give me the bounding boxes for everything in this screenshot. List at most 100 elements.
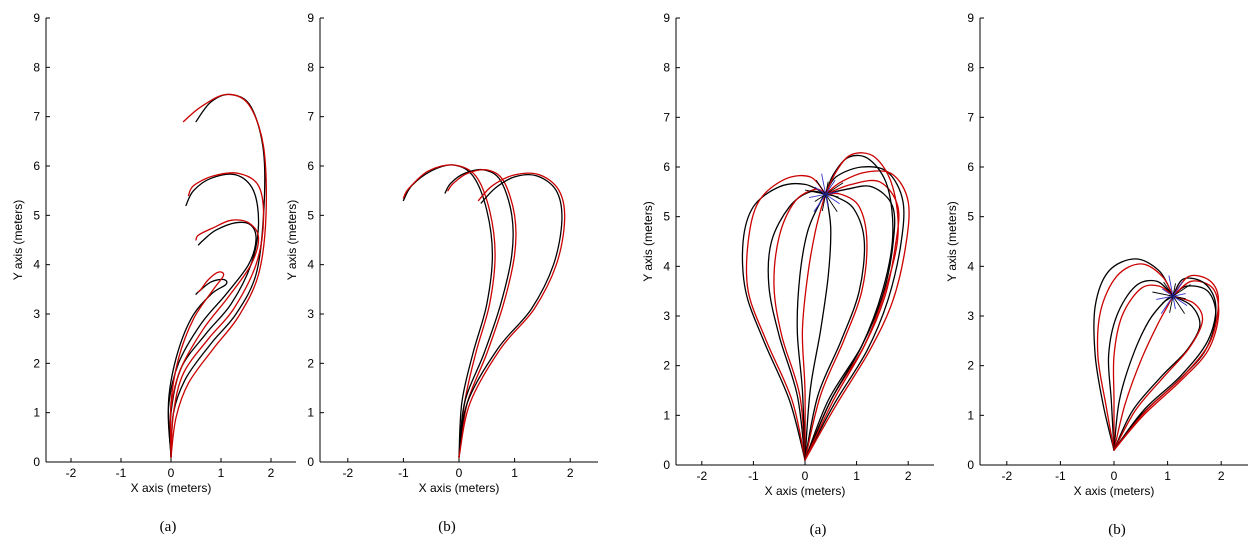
goal-spoke xyxy=(821,173,827,195)
y-tick-label: 7 xyxy=(307,110,314,124)
red-trajectory-12 xyxy=(1113,274,1220,451)
red-trajectory-2 xyxy=(170,93,268,458)
chart-panel-2: 0 1 2 3 4 5 6 7 8 9 -2 -1 0 1 2 X axis (meters) Y axis (… xyxy=(285,11,598,535)
x-tick-label: -1 xyxy=(398,466,409,480)
goal-spoke xyxy=(825,181,829,195)
goal-spoke xyxy=(1161,295,1174,304)
black-trajectory-1 xyxy=(1093,258,1174,451)
x-tick-label: -2 xyxy=(342,466,353,480)
y-tick-label: 0 xyxy=(663,458,670,472)
y-axis-title: Y axis (meters) xyxy=(285,200,299,280)
x-tick-label: 2 xyxy=(1218,469,1225,483)
goal-spoke xyxy=(825,193,839,198)
y-tick-label: 4 xyxy=(33,258,40,272)
y-tick-label: 5 xyxy=(307,208,314,222)
y-axis-title: Y axis (meters) xyxy=(11,200,25,280)
panel-caption: (a) xyxy=(160,519,177,535)
x-tick-label: 2 xyxy=(567,466,574,480)
y-tick-label: 6 xyxy=(307,159,314,173)
y-tick-label: 8 xyxy=(33,60,40,74)
black-trajectory-5 xyxy=(167,221,257,456)
black-trajectory-1 xyxy=(402,164,494,458)
y-tick-label: 3 xyxy=(307,307,314,321)
black-trajectory-1 xyxy=(741,182,827,461)
y-tick-label: 2 xyxy=(307,356,314,370)
y-tick-label: 0 xyxy=(307,455,314,469)
y-tick-label: 3 xyxy=(663,309,670,323)
red-trajectory-6 xyxy=(801,193,827,461)
black-trajectory-3 xyxy=(169,173,260,458)
x-tick-label: 2 xyxy=(905,469,912,483)
x-tick-label: -1 xyxy=(116,466,127,480)
goal-spoke xyxy=(1172,295,1188,306)
x-axis-title: X axis (meters) xyxy=(131,481,212,495)
goal-spoke xyxy=(1172,295,1185,314)
black-trajectory-7 xyxy=(167,278,228,458)
goal-spoke xyxy=(825,179,836,195)
panel-caption: (b) xyxy=(1108,522,1126,538)
black-trajectory-3 xyxy=(767,190,827,461)
red-trajectory-9 xyxy=(804,192,868,461)
y-tick-label: 7 xyxy=(663,110,670,124)
y-tick-label: 8 xyxy=(967,61,974,75)
x-tick-label: 0 xyxy=(456,466,463,480)
goal-spoke xyxy=(825,182,844,195)
red-trajectory-13 xyxy=(804,170,910,461)
black-trajectory-3 xyxy=(444,168,514,458)
y-tick-label: 8 xyxy=(307,60,314,74)
x-tick-label: -2 xyxy=(66,466,77,480)
black-trajectory-1 xyxy=(170,93,266,458)
red-trajectory-2 xyxy=(402,164,496,458)
x-tick-label: 1 xyxy=(1164,469,1171,483)
y-tick-label: 9 xyxy=(967,11,974,25)
x-tick-label: 0 xyxy=(802,469,809,483)
y-tick-label: 4 xyxy=(967,259,974,273)
x-tick-label: -1 xyxy=(748,469,759,483)
goal-spoke xyxy=(1160,295,1174,314)
black-trajectory-10 xyxy=(804,185,896,461)
red-trajectory-8 xyxy=(169,271,225,458)
goal-spoke xyxy=(814,193,826,202)
y-axis-title: Y axis (meters) xyxy=(641,201,655,281)
y-tick-label: 0 xyxy=(33,455,40,469)
y-tick-label: 7 xyxy=(967,110,974,124)
y-tick-label: 5 xyxy=(33,208,40,222)
goal-spoke xyxy=(814,186,826,195)
y-tick-label: 4 xyxy=(663,259,670,273)
red-trajectory-6 xyxy=(458,172,566,458)
y-tick-label: 1 xyxy=(967,408,974,422)
x-tick-label: -1 xyxy=(1055,469,1066,483)
red-trajectory-2 xyxy=(1096,263,1174,451)
black-trajectory-8 xyxy=(804,193,866,461)
y-tick-label: 1 xyxy=(33,406,40,420)
y-tick-label: 0 xyxy=(967,458,974,472)
x-axis-title: X axis (meters) xyxy=(1074,484,1155,498)
goal-spoke xyxy=(1161,288,1174,297)
red-trajectory-6 xyxy=(169,219,260,456)
chart-panel-3: 0 1 2 3 4 5 6 7 8 9 -2 -1 0 1 2 X axis (meters) Y axis (… xyxy=(641,11,934,538)
goal-spoke xyxy=(825,194,829,208)
goal-spoke xyxy=(821,194,827,212)
y-tick-label: 3 xyxy=(33,307,40,321)
chart-panel-4: 0 1 2 3 4 5 6 7 8 9 -2 -1 0 1 2 X axis (meters) Y axis (… xyxy=(945,11,1248,538)
x-tick-label: -2 xyxy=(696,469,707,483)
goal-spoke xyxy=(808,193,826,199)
goal-spoke xyxy=(1172,283,1176,297)
goal-spoke xyxy=(1152,291,1174,297)
goal-spoke xyxy=(805,189,826,195)
y-axis-title: Y axis (meters) xyxy=(945,201,959,281)
red-trajectory-4 xyxy=(170,172,265,458)
goal-spoke xyxy=(1168,275,1174,297)
y-tick-label: 5 xyxy=(663,210,670,224)
goal-spoke xyxy=(1169,296,1174,313)
x-axis-title: X axis (meters) xyxy=(419,481,500,495)
y-tick-label: 9 xyxy=(33,11,40,25)
x-tick-label: -2 xyxy=(1001,469,1012,483)
y-tick-label: 2 xyxy=(663,359,670,373)
x-tick-label: 1 xyxy=(218,466,225,480)
goal-spoke xyxy=(1163,281,1174,297)
red-trajectory-4 xyxy=(773,188,827,461)
x-axis-title: X axis (meters) xyxy=(765,484,846,498)
x-tick-label: 0 xyxy=(1111,469,1118,483)
